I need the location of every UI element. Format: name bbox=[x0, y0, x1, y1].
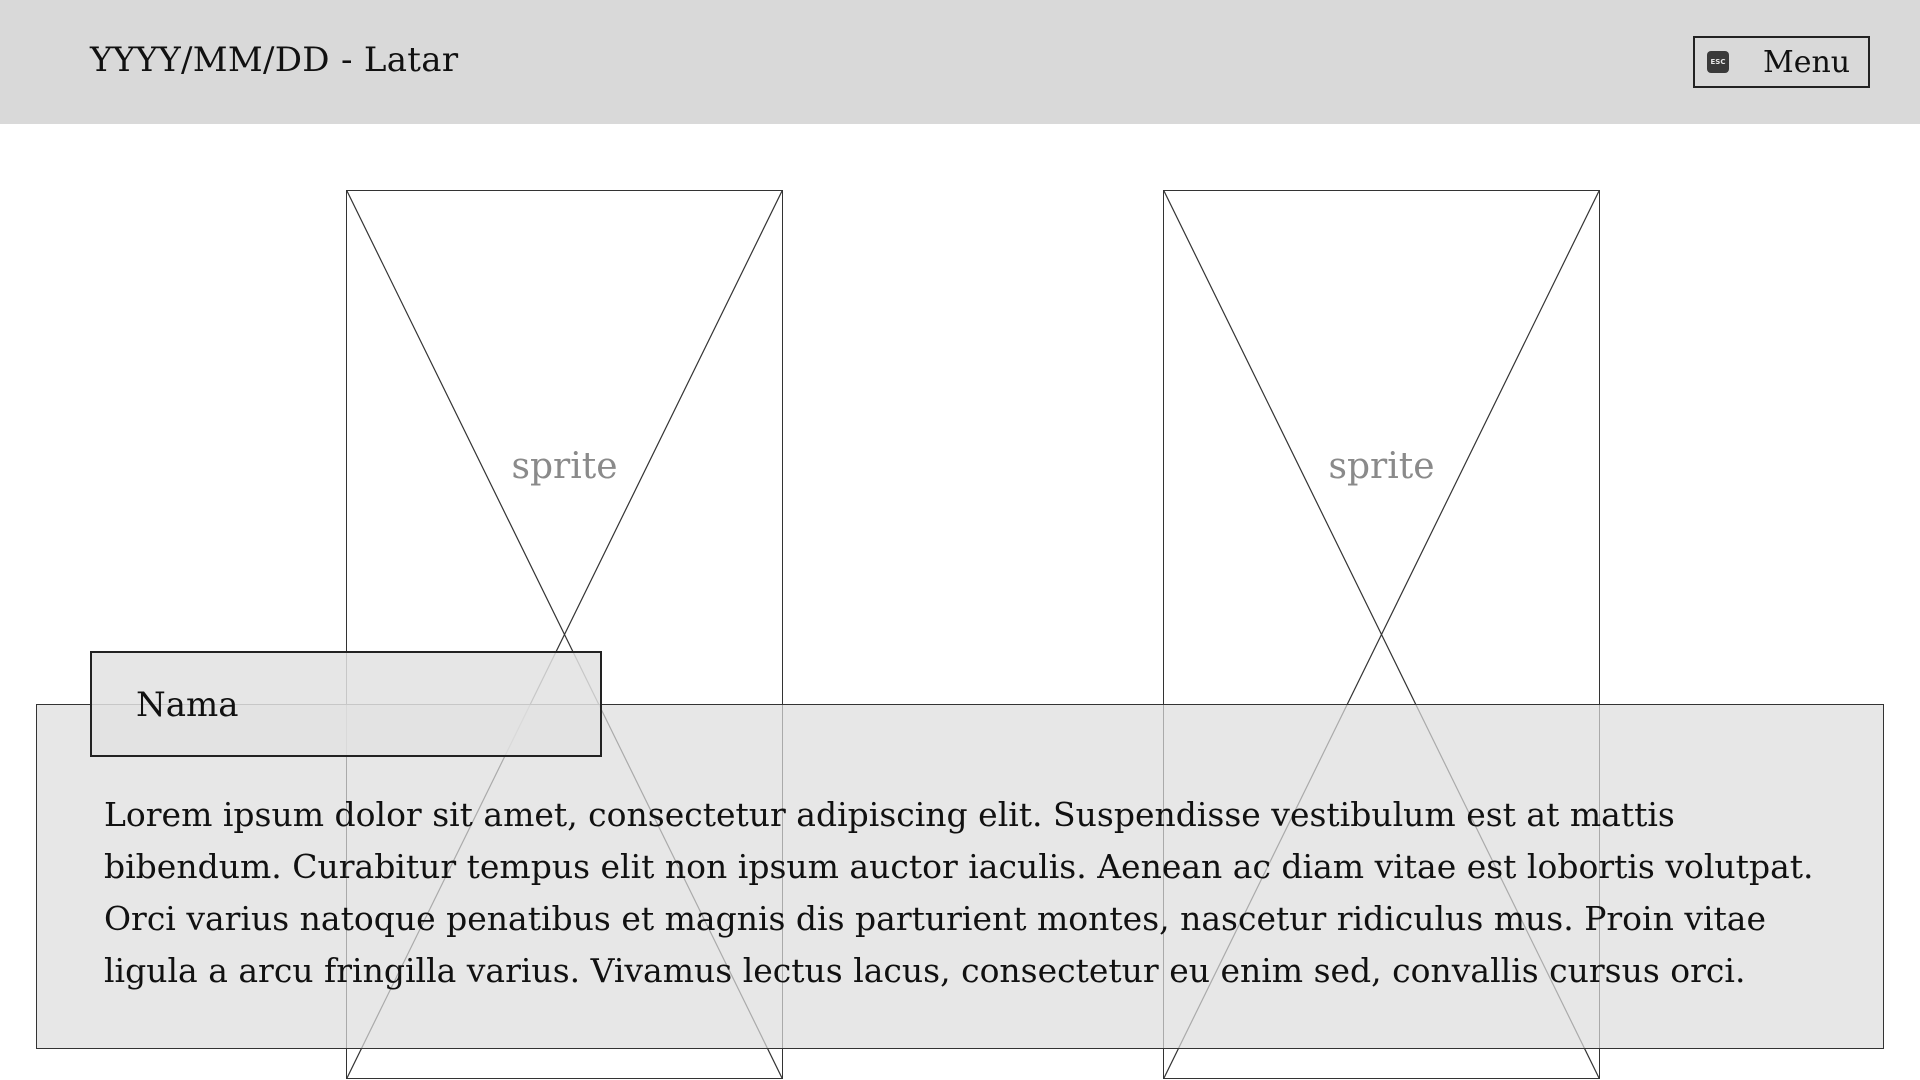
esc-key-icon: ESC bbox=[1707, 51, 1729, 73]
speaker-name: Nama bbox=[136, 685, 239, 725]
sprite-label: sprite bbox=[1328, 446, 1435, 487]
top-bar: YYYY/MM/DD - Latar ESC Menu bbox=[0, 0, 1920, 124]
date-location-title: YYYY/MM/DD - Latar bbox=[90, 40, 459, 80]
dialogue-box[interactable]: Lorem ipsum dolor sit amet, consectetur … bbox=[36, 704, 1884, 1049]
menu-button[interactable]: ESC Menu bbox=[1693, 36, 1870, 88]
sprite-label: sprite bbox=[511, 446, 618, 487]
menu-label: Menu bbox=[1763, 45, 1851, 80]
speaker-name-box: Nama bbox=[90, 651, 602, 757]
dialogue-text: Lorem ipsum dolor sit amet, consectetur … bbox=[104, 795, 1814, 990]
